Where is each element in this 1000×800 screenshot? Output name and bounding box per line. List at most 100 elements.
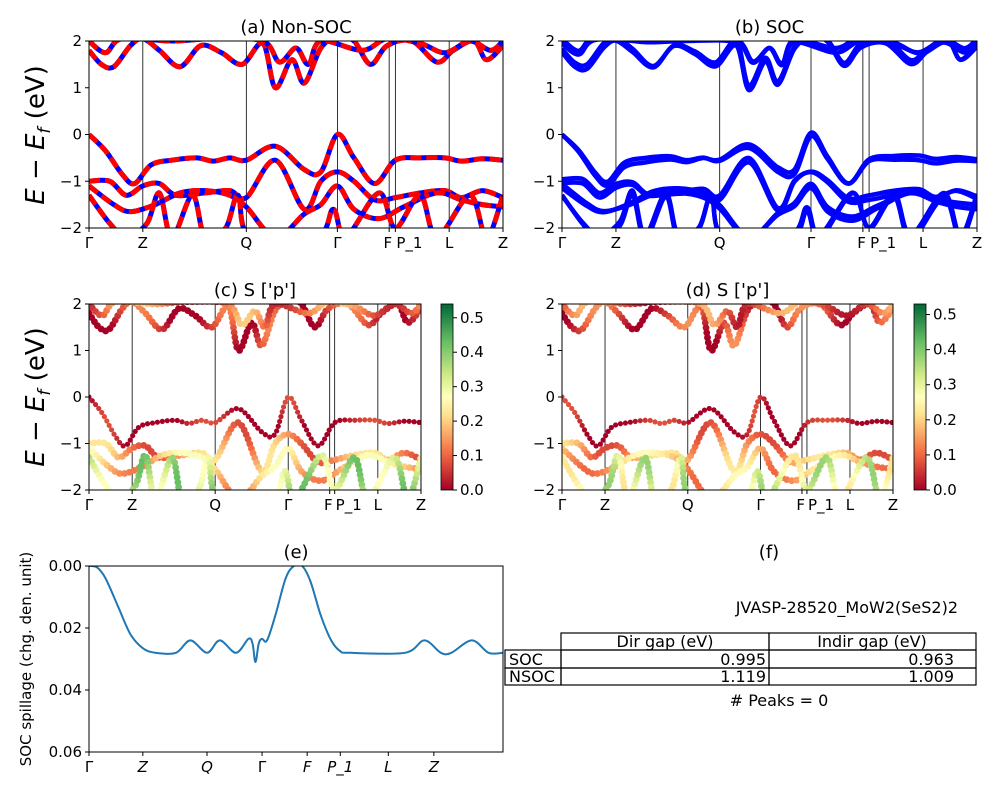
spillage-line (89, 566, 503, 664)
scatter-point (686, 419, 692, 425)
scatter-point (135, 424, 142, 431)
scatter-point (274, 491, 281, 498)
x-tick-label: Z (127, 496, 137, 514)
table-grid (504, 632, 977, 686)
x-tick-label: Q (209, 496, 221, 514)
panel-d-title: (d) S ['p'] (686, 280, 770, 301)
scatter-point (805, 419, 811, 425)
scatter-point (671, 417, 677, 423)
panel-e: (e)0.000.020.040.06Γ Z Q Γ F P_1 L Z (49, 542, 504, 777)
scatter-point (169, 304, 176, 307)
scatter-point (715, 410, 721, 416)
scatter-point (206, 464, 214, 472)
scatter-point (781, 436, 787, 442)
scatter-point (228, 490, 235, 497)
scatter-point (362, 417, 368, 423)
scatter-point (718, 414, 724, 420)
x-tick-label: Z (972, 234, 982, 252)
x-tick-label: Z (138, 234, 148, 252)
scatter-point (774, 309, 782, 317)
scatter-point (411, 419, 417, 425)
scatter-point (603, 433, 609, 439)
scatter-point (337, 417, 343, 423)
scatter-point (717, 490, 724, 497)
scatter-point (177, 494, 184, 501)
scatter-point (704, 500, 711, 507)
scatter-point (158, 304, 166, 308)
scatter-point (108, 427, 115, 433)
scatter-point (647, 417, 653, 424)
scatter-point (89, 398, 95, 404)
scatter-point (95, 439, 103, 446)
scatter-point (750, 413, 757, 419)
scatter-point (871, 449, 879, 457)
scatter-point (262, 432, 268, 438)
axes-frame (88, 565, 504, 753)
y-tick-label: 1 (545, 342, 555, 360)
x-tick-label: F (384, 234, 393, 252)
scatter-point (386, 420, 392, 427)
scatter-point (572, 409, 578, 416)
scatter-point (706, 405, 712, 412)
y-tick-label: −2 (533, 481, 555, 499)
scatter-point (154, 419, 160, 425)
scatter-point (238, 407, 244, 413)
x-tick-label: P_1 (808, 496, 834, 515)
scatter-point (744, 432, 750, 438)
scatter-point (145, 468, 153, 476)
scatter-point (342, 417, 348, 423)
scatter-point (727, 425, 734, 432)
scatter-point (315, 477, 323, 485)
scatter-point (277, 418, 283, 425)
scatter-point (577, 418, 583, 424)
scatter-point (693, 413, 700, 419)
scatter-point (252, 421, 258, 427)
scatter-point (109, 492, 116, 499)
scatter-point (562, 394, 565, 400)
scatter-points (89, 304, 421, 505)
scatter-point (626, 495, 633, 502)
x-tick-label: F (857, 234, 866, 252)
scatter-point (193, 418, 200, 425)
scatter-point (301, 309, 309, 317)
scatter-point (185, 497, 192, 504)
scatter-point (403, 495, 410, 502)
scatter-point (261, 498, 268, 505)
scatter-point (632, 418, 638, 424)
scatter-point (282, 399, 288, 405)
axes-frame (88, 303, 422, 491)
scatter-point (582, 492, 589, 499)
y-tick-label: −2 (60, 481, 82, 499)
scatter-point (206, 459, 214, 467)
scatter-point (849, 419, 855, 425)
scatter-point (245, 413, 251, 420)
scatter-point (864, 420, 870, 426)
scatter-point (647, 305, 655, 313)
y-tick-label: 1 (545, 79, 555, 97)
scatter-point (174, 417, 180, 424)
scatter-point (746, 427, 752, 434)
scatter-point (647, 304, 654, 306)
scatter-point (189, 420, 195, 426)
scatter-point (324, 431, 330, 438)
x-tick-label: Z (611, 234, 621, 252)
scatter-point (579, 488, 586, 490)
scatter-point (109, 304, 116, 307)
scatter-point (96, 405, 102, 412)
scatter-point (824, 417, 831, 423)
scatter-point (359, 486, 367, 490)
y-label-sub: f (35, 125, 55, 134)
scatter-point (372, 417, 378, 423)
scatter-point (153, 495, 160, 502)
peaks-count: # Peaks = 0 (730, 691, 829, 710)
scatter-point (589, 470, 596, 477)
scatter-point (711, 407, 717, 413)
y-tick-label: 0 (72, 388, 82, 406)
x-tick-label: P_1 (396, 234, 422, 253)
scatter-point (637, 418, 643, 424)
scatter-point (406, 494, 413, 501)
scatter-point (739, 497, 746, 504)
colorbar-tick-label: 0.1 (460, 447, 484, 465)
scatter-point (814, 417, 821, 423)
